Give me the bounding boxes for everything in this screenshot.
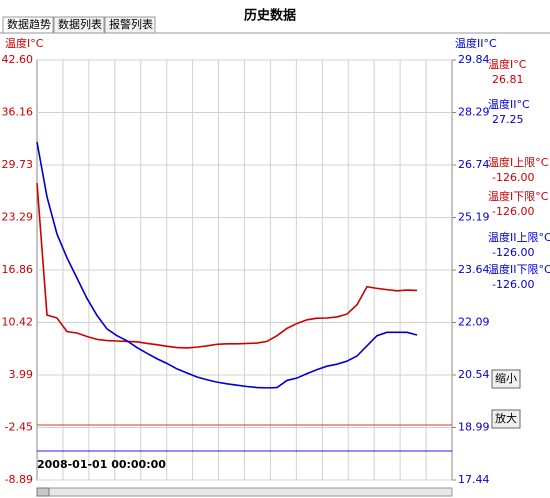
tab-bar: 数据趋势 数据列表 报警列表 xyxy=(2,16,156,34)
tab-label[interactable]: 数据趋势 xyxy=(7,17,51,31)
y2-tick-label: 22.09 xyxy=(458,316,490,329)
tab-label[interactable]: 数据列表 xyxy=(58,17,102,31)
button[interactable] xyxy=(491,409,521,429)
y2-axis-label: 温度II°C xyxy=(455,36,497,50)
y2-tick-label: 23.64 xyxy=(458,263,490,276)
y2-tick-label: 18.99 xyxy=(458,421,490,434)
y2-tick-label: 20.54 xyxy=(458,368,490,381)
y-tick-label: 16.86 xyxy=(2,263,34,276)
plot: -8.89 -2.45 3.99 10.42 16.86 23.29 29.73 36.16 4… xyxy=(2,53,490,486)
button-label[interactable]: 放大 xyxy=(495,411,517,425)
readout-value: -126.00 xyxy=(492,246,534,259)
y-tick-label: -2.45 xyxy=(5,420,33,433)
y-tick-label: 10.42 xyxy=(2,315,34,328)
readout-value: 27.25 xyxy=(492,113,524,126)
series-line xyxy=(36,182,418,349)
y2-tick-label: 29.84 xyxy=(458,53,490,66)
readout-value: -126.00 xyxy=(492,278,534,291)
readout-label: 温度I上限°C xyxy=(488,155,549,169)
y-tick-label: 42.60 xyxy=(2,53,34,66)
readout-value: 26.81 xyxy=(492,73,524,86)
y2-tick-label: 17.44 xyxy=(458,473,490,486)
y-axis-label: 温度I°C xyxy=(5,36,44,50)
button[interactable] xyxy=(491,369,521,389)
readout-label: 温度II下限°C xyxy=(488,262,550,276)
tab-label[interactable]: 报警列表 xyxy=(109,17,153,31)
scrollbar[interactable] xyxy=(36,487,453,497)
y-tick-label: 29.73 xyxy=(2,158,34,171)
window-title: 历史数据 xyxy=(244,8,296,24)
readout-label: 温度II°C xyxy=(488,97,530,111)
y2-tick-label: 25.19 xyxy=(458,211,490,224)
readout-value: -126.00 xyxy=(492,205,534,218)
button-label[interactable]: 缩小 xyxy=(495,372,517,385)
y-tick-label: 3.99 xyxy=(9,368,34,381)
y-tick-label: -8.89 xyxy=(5,473,33,486)
readout-value: -126.00 xyxy=(492,171,534,184)
y-tick-label: 36.16 xyxy=(2,106,34,119)
readout-label: 温度I°C xyxy=(488,57,527,71)
readout-label: 温度II上限°C xyxy=(488,230,550,244)
readouts: 温度I°C 26.81 温度II°C 27.25 温度I上限°C -126.00 温度I下限… xyxy=(488,57,550,429)
timestamp: 2008-01-01 00:00:00 xyxy=(37,458,166,471)
series-line xyxy=(36,141,418,389)
scroll-thumb[interactable] xyxy=(36,487,50,497)
readout-label: 温度I下限°C xyxy=(488,189,549,203)
tab[interactable] xyxy=(53,16,105,34)
tab[interactable] xyxy=(104,16,156,34)
tab[interactable] xyxy=(2,16,54,34)
y2-tick-label: 26.74 xyxy=(458,158,490,171)
y-tick-label: 23.29 xyxy=(2,211,34,224)
y2-tick-label: 28.29 xyxy=(458,106,490,119)
